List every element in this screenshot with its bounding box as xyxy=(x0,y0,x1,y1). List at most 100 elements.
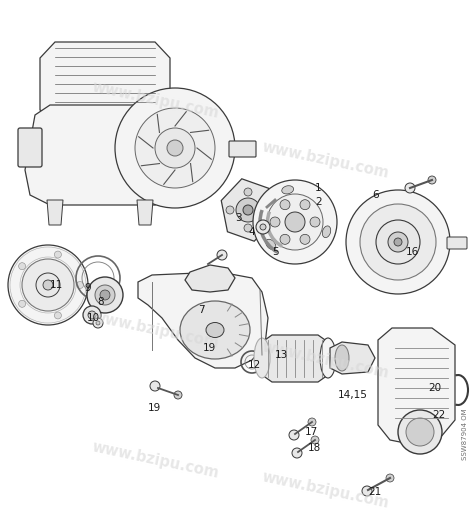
Polygon shape xyxy=(138,272,268,368)
Text: www.bzipu.com: www.bzipu.com xyxy=(90,439,220,481)
Circle shape xyxy=(267,194,323,250)
Text: 7: 7 xyxy=(198,305,205,315)
Text: 6: 6 xyxy=(372,190,379,200)
Circle shape xyxy=(43,280,53,290)
Circle shape xyxy=(95,285,115,305)
Text: 11: 11 xyxy=(50,280,63,290)
Text: 5: 5 xyxy=(272,247,279,257)
Circle shape xyxy=(280,200,290,210)
Polygon shape xyxy=(25,105,185,205)
FancyBboxPatch shape xyxy=(18,128,42,167)
Circle shape xyxy=(155,128,195,168)
Text: 12: 12 xyxy=(248,360,261,370)
Circle shape xyxy=(253,180,337,264)
Circle shape xyxy=(270,217,280,227)
Ellipse shape xyxy=(206,323,224,337)
Circle shape xyxy=(96,321,100,325)
Circle shape xyxy=(386,474,394,482)
Ellipse shape xyxy=(282,186,293,194)
Circle shape xyxy=(174,391,182,399)
Circle shape xyxy=(346,190,450,294)
Text: 17: 17 xyxy=(305,427,318,437)
Polygon shape xyxy=(330,342,375,374)
Circle shape xyxy=(244,188,252,196)
Ellipse shape xyxy=(320,338,336,378)
Circle shape xyxy=(262,206,270,214)
Text: 4: 4 xyxy=(248,227,255,237)
Circle shape xyxy=(405,183,415,193)
FancyBboxPatch shape xyxy=(229,141,256,157)
Circle shape xyxy=(236,198,260,222)
Text: 19: 19 xyxy=(148,403,161,413)
Text: 8: 8 xyxy=(97,297,104,307)
Circle shape xyxy=(406,418,434,446)
Circle shape xyxy=(18,262,26,270)
Ellipse shape xyxy=(335,345,349,371)
Circle shape xyxy=(55,251,62,258)
Circle shape xyxy=(150,381,160,391)
Circle shape xyxy=(83,306,101,324)
Circle shape xyxy=(260,224,266,230)
Text: www.bzipu.com: www.bzipu.com xyxy=(90,309,220,351)
Text: 14,15: 14,15 xyxy=(338,390,368,400)
Circle shape xyxy=(256,220,270,234)
Circle shape xyxy=(226,206,234,214)
Text: SSW87904 OM: SSW87904 OM xyxy=(462,408,468,460)
Polygon shape xyxy=(185,265,235,292)
Circle shape xyxy=(167,140,183,156)
Circle shape xyxy=(22,259,74,311)
Circle shape xyxy=(292,448,302,458)
Text: 2: 2 xyxy=(315,197,322,207)
Circle shape xyxy=(428,176,436,184)
Ellipse shape xyxy=(266,239,276,250)
Circle shape xyxy=(394,238,402,246)
Ellipse shape xyxy=(254,338,270,378)
Text: 22: 22 xyxy=(432,410,445,420)
Circle shape xyxy=(300,235,310,245)
Circle shape xyxy=(285,212,305,232)
Text: 9: 9 xyxy=(84,283,91,293)
Text: www.bzipu.com: www.bzipu.com xyxy=(260,469,390,511)
Circle shape xyxy=(388,232,408,252)
Text: 16: 16 xyxy=(406,247,419,257)
Circle shape xyxy=(308,418,316,426)
Polygon shape xyxy=(137,200,153,225)
Circle shape xyxy=(36,273,60,297)
Text: 3: 3 xyxy=(235,213,242,223)
Text: 1: 1 xyxy=(315,183,322,193)
FancyBboxPatch shape xyxy=(447,237,467,249)
Ellipse shape xyxy=(180,301,250,359)
Ellipse shape xyxy=(322,226,331,238)
Circle shape xyxy=(18,300,26,307)
Text: www.bzipu.com: www.bzipu.com xyxy=(260,339,390,381)
Circle shape xyxy=(135,108,215,188)
Circle shape xyxy=(243,205,253,215)
Circle shape xyxy=(310,217,320,227)
Circle shape xyxy=(362,486,372,496)
Text: 13: 13 xyxy=(275,350,288,360)
Circle shape xyxy=(376,220,420,264)
Polygon shape xyxy=(262,335,328,382)
Circle shape xyxy=(8,245,88,325)
Text: 19: 19 xyxy=(203,343,216,353)
Circle shape xyxy=(87,277,123,313)
Text: 20: 20 xyxy=(428,383,441,393)
Circle shape xyxy=(244,224,252,232)
Circle shape xyxy=(88,311,96,319)
Text: www.bzipu.com: www.bzipu.com xyxy=(260,139,390,181)
Circle shape xyxy=(289,430,299,440)
Circle shape xyxy=(398,410,442,454)
Polygon shape xyxy=(40,42,170,118)
Circle shape xyxy=(115,88,235,208)
Text: 21: 21 xyxy=(368,487,381,497)
Circle shape xyxy=(280,235,290,245)
Circle shape xyxy=(300,200,310,210)
Text: 10: 10 xyxy=(87,313,100,323)
Text: www.bzipu.com: www.bzipu.com xyxy=(90,79,220,121)
Circle shape xyxy=(360,204,436,280)
Circle shape xyxy=(55,312,62,319)
Circle shape xyxy=(93,318,103,328)
Circle shape xyxy=(76,281,83,288)
Polygon shape xyxy=(221,179,275,241)
Circle shape xyxy=(311,436,319,444)
